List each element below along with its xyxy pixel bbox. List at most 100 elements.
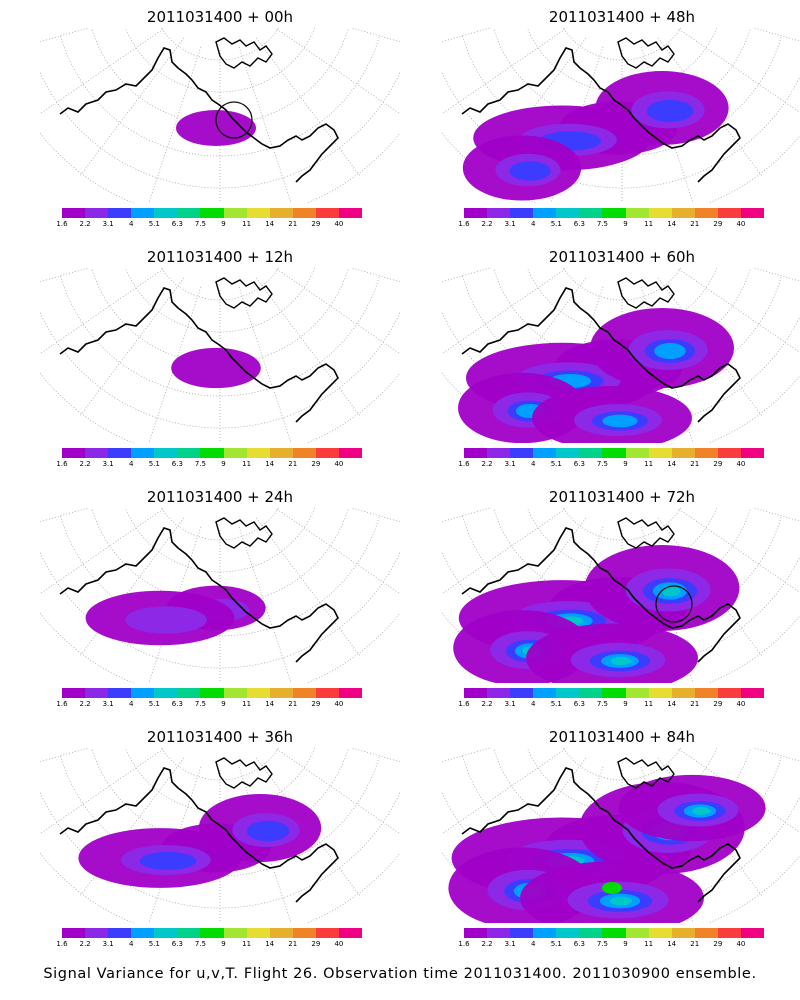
colorbar-swatch [464, 208, 488, 218]
colorbar-label: 5.1 [148, 220, 160, 228]
colorbar-label: 29 [713, 700, 723, 708]
lat-lon-grid [40, 748, 400, 923]
colorbar-label: 11 [242, 220, 252, 228]
colorbar-swatch [602, 928, 626, 938]
colorbar-swatch [154, 208, 178, 218]
colorbar-label: 6.3 [573, 460, 585, 468]
colorbar-swatch [85, 448, 109, 458]
colorbar-swatch [246, 688, 270, 698]
colorbar-swatch [315, 448, 339, 458]
colorbar-labels: 1.6 2.2 3.1 4 5.1 6.3 7.5 9 11 14 21 29 40 [56, 700, 362, 712]
colorbar-swatch [671, 688, 695, 698]
colorbar-label: 9 [623, 700, 628, 708]
colorbar-swatch [85, 928, 109, 938]
colorbar-swatch [223, 688, 247, 698]
colorbar-swatch [108, 928, 132, 938]
colorbar-label: 11 [242, 460, 252, 468]
variance-map [442, 508, 800, 683]
map-panel: 2011031400 + 24h 1.6 2.2 3.1 4 5.1 6.3 7.5 9 11 14… [40, 488, 400, 720]
colorbar-label: 7.5 [596, 940, 609, 948]
colorbar-swatch [694, 208, 718, 218]
colorbar-label: 5.1 [148, 700, 160, 708]
colorbar-swatch [510, 688, 534, 698]
colorbar-swatch [556, 208, 580, 218]
colorbar-swatch [602, 448, 626, 458]
colorbar-label: 6.3 [573, 220, 585, 228]
colorbar-swatch [131, 208, 155, 218]
colorbar-swatch [62, 208, 86, 218]
colorbar-label: 21 [288, 220, 298, 228]
colorbar-label: 11 [242, 940, 252, 948]
arctic-islands [617, 37, 675, 69]
colorbar-swatch [292, 208, 316, 218]
colorbar-swatch [533, 688, 557, 698]
colorbar-swatch [533, 448, 557, 458]
colorbar-label: 14 [265, 460, 275, 468]
colorbar-label: 2.2 [79, 460, 91, 468]
colorbar-label: 9 [623, 220, 628, 228]
colorbar-swatch [740, 688, 765, 698]
observation-circle [655, 585, 693, 623]
colorbar-label: 40 [334, 220, 344, 228]
colorbar-label: 3.1 [504, 220, 516, 228]
lat-lon-grid [40, 508, 400, 683]
colorbar-swatch [717, 688, 741, 698]
colorbar-swatch [200, 208, 224, 218]
colorbar-label: 14 [265, 940, 275, 948]
colorbar-label: 1.6 [56, 700, 68, 708]
colorbar-label: 1.6 [458, 940, 470, 948]
colorbar-label: 6.3 [171, 220, 183, 228]
colorbar-swatch [108, 448, 132, 458]
panel-title: 2011031400 + 24h [146, 488, 294, 506]
colorbar-label: 21 [288, 940, 298, 948]
colorbar-swatch [533, 928, 557, 938]
colorbar-label: 7.5 [194, 460, 207, 468]
figure-caption: Signal Variance for u,v,T. Flight 26. Ob… [43, 966, 757, 982]
colorbar-swatch [338, 928, 363, 938]
colorbar-swatch [223, 928, 247, 938]
lat-lon-grid [442, 28, 800, 203]
colorbar-swatch [694, 448, 718, 458]
arctic-islands [215, 37, 273, 69]
colorbar-label: 2.2 [79, 220, 91, 228]
colorbar-label: 1.6 [458, 700, 470, 708]
colorbar-label: 40 [736, 940, 746, 948]
colorbar-swatch [740, 928, 765, 938]
colorbar-label: 14 [667, 940, 677, 948]
colorbar-swatch [671, 448, 695, 458]
colorbar-label: 3.1 [102, 940, 114, 948]
coastline [461, 767, 741, 903]
colorbar-label: 7.5 [596, 700, 609, 708]
colorbar-label: 1.6 [56, 460, 68, 468]
colorbar-swatch [315, 928, 339, 938]
colorbar-swatch [602, 688, 626, 698]
colorbar-swatch [131, 688, 155, 698]
colorbar-swatch [510, 928, 534, 938]
variance-map [40, 748, 400, 923]
colorbar-swatch [269, 688, 293, 698]
variance-map [40, 268, 400, 443]
colorbar-label: 40 [334, 700, 344, 708]
colorbar-label: 6.3 [573, 700, 585, 708]
colorbar-swatch [533, 208, 557, 218]
colorbar-swatch [108, 208, 132, 218]
colorbar-swatch [200, 448, 224, 458]
colorbar-label: 6.3 [171, 460, 183, 468]
colorbar-swatch [717, 208, 741, 218]
colorbar-swatch [556, 688, 580, 698]
arctic-islands [215, 517, 273, 549]
colorbar-swatch [648, 928, 672, 938]
colorbar-swatch [85, 208, 109, 218]
colorbar-label: 4 [530, 220, 536, 228]
colorbar-swatch [315, 688, 339, 698]
colorbar-label: 14 [667, 220, 677, 228]
colorbar-label: 4 [530, 700, 536, 708]
coastline [461, 287, 741, 423]
colorbar-label: 9 [221, 460, 226, 468]
colorbar-label: 40 [736, 220, 746, 228]
map-panel: 2011031400 + 48h 1.6 2.2 3.1 4 5.1 6.3 7.5 9 11 14… [442, 8, 800, 240]
colorbar-label: 14 [265, 700, 275, 708]
colorbar [464, 448, 765, 458]
colorbar-swatch [510, 208, 534, 218]
colorbar-label: 29 [713, 220, 723, 228]
